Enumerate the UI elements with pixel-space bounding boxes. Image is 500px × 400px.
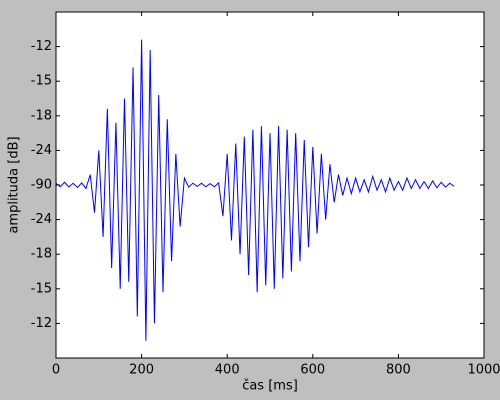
y-tick-label: -15 (31, 74, 52, 89)
x-tick-label: 1000 (467, 363, 500, 378)
y-tick-label: -18 (31, 108, 52, 123)
waveform-line (55, 39, 455, 341)
x-tick-label: 800 (386, 363, 411, 378)
y-tick-label: -18 (31, 247, 52, 262)
x-axis-label: čas [ms] (242, 379, 298, 394)
y-tick-label: -90 (31, 178, 52, 193)
y-tick-label: -12 (31, 39, 52, 54)
x-tick-label: 0 (52, 363, 60, 378)
y-tick-label: -12 (31, 316, 52, 331)
x-tick-label: 400 (215, 363, 240, 378)
y-tick-label: -15 (31, 281, 52, 296)
x-tick-label: 600 (300, 363, 325, 378)
x-tick-label: 200 (129, 363, 154, 378)
plot-area (55, 11, 485, 359)
y-tick-label: -24 (31, 143, 52, 158)
y-tick-label: -24 (31, 212, 52, 227)
y-axis-label: amplituda [dB] (7, 136, 22, 233)
